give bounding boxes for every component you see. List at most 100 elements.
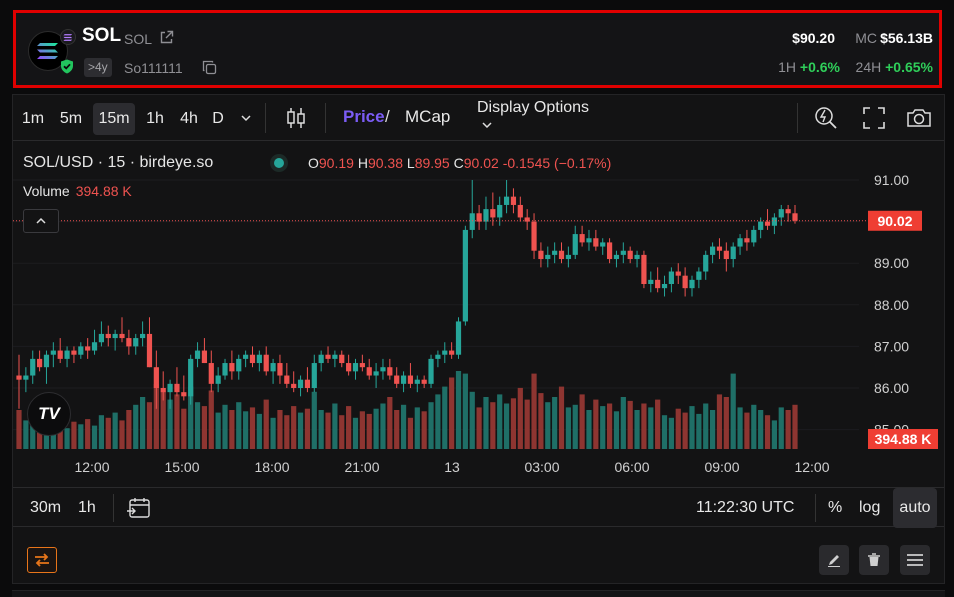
swap-button[interactable]: [27, 547, 57, 573]
copy-icon[interactable]: [202, 60, 217, 75]
candle-body: [737, 238, 743, 247]
candle-body: [98, 333, 105, 343]
volume-bar: [194, 402, 201, 449]
external-link-icon[interactable]: [159, 30, 174, 45]
volume-bar: [146, 402, 153, 449]
timeframe-4h[interactable]: 4h: [180, 110, 198, 127]
volume-bar: [98, 415, 105, 449]
volume-bar: [153, 384, 159, 449]
market-cap-label: MC: [855, 30, 877, 46]
edit-button[interactable]: [819, 545, 849, 575]
candles-icon[interactable]: [283, 105, 309, 131]
candlestick-chart[interactable]: 91.0090.0089.0088.0087.0086.0085.0012:00…: [13, 142, 944, 485]
volume-bar: [655, 399, 661, 449]
auto-scale-toggle[interactable]: auto: [893, 488, 937, 528]
candle-body: [133, 338, 139, 347]
candle-body: [449, 350, 455, 355]
volume-bar: [407, 417, 414, 449]
menu-button[interactable]: [900, 545, 930, 575]
y-tick-label: 87.00: [874, 338, 909, 354]
range-1h[interactable]: 1h: [78, 499, 96, 516]
candle-body: [91, 342, 98, 351]
volume-bar: [50, 425, 56, 449]
utc-clock[interactable]: 11:22:30 UTC: [696, 499, 795, 516]
y-tick-label: 86.00: [874, 380, 909, 396]
price-tab[interactable]: Price: [343, 107, 385, 126]
volume-bar: [229, 410, 235, 449]
candle-body: [78, 346, 84, 355]
candle-body: [661, 284, 668, 289]
volume-bar: [737, 407, 743, 449]
candle-body: [57, 350, 63, 359]
candle-body: [428, 358, 434, 384]
timeframe-1m[interactable]: 1m: [21, 110, 45, 127]
volume-bar: [297, 412, 304, 449]
candle-body: [565, 254, 571, 260]
volume-bar: [620, 397, 626, 449]
candle-body: [394, 375, 400, 384]
candle-body: [552, 250, 558, 255]
verified-shield-icon: [61, 59, 73, 74]
candle-body: [709, 246, 716, 255]
range-30m[interactable]: 30m: [30, 499, 62, 516]
volume-bar: [435, 394, 441, 449]
candle-body: [208, 363, 214, 384]
volume-bar: [140, 397, 146, 449]
candle-body: [696, 271, 702, 280]
tradingview-logo-icon[interactable]: TV: [27, 392, 71, 436]
candle-body: [778, 209, 784, 218]
candle-body: [16, 375, 22, 380]
volume-bar: [263, 399, 269, 449]
volume-bar: [325, 412, 331, 449]
candle-body: [284, 375, 290, 384]
change-24h-value: +0.65%: [885, 59, 933, 75]
volume-bar: [455, 371, 462, 449]
bottom-strip: [12, 590, 945, 597]
fullscreen-icon[interactable]: [861, 105, 887, 131]
delete-button[interactable]: [859, 545, 889, 575]
candle-body: [586, 238, 592, 243]
candle-body: [201, 350, 208, 364]
display-options-button[interactable]: Display Options: [477, 99, 590, 116]
volume-bar: [311, 391, 317, 449]
candle-body: [579, 234, 585, 243]
candle-body: [538, 250, 544, 260]
camera-icon[interactable]: [906, 105, 932, 131]
timeframe-chevron-down-icon[interactable]: [239, 112, 253, 124]
candle-body: [421, 379, 427, 384]
chevron-up-icon: [36, 217, 46, 224]
candle-body: [243, 354, 249, 359]
candle-body: [545, 254, 551, 260]
timeframe-1h[interactable]: 1h: [146, 110, 164, 127]
lightning-search-icon[interactable]: [813, 105, 839, 131]
timeframe-d[interactable]: D: [212, 110, 224, 127]
pair-title: SOL/USD · 15 · birdeye.so: [23, 154, 214, 171]
timeframe-5m[interactable]: 5m: [59, 110, 83, 127]
candle-body: [50, 350, 56, 355]
volume-bar: [661, 415, 668, 449]
display-options-chevron-icon[interactable]: [481, 119, 493, 131]
current-price-label: 90.02: [877, 213, 912, 229]
mcap-tab[interactable]: MCap: [405, 107, 451, 126]
collapse-legend-button[interactable]: [23, 209, 59, 233]
candle-body: [140, 333, 146, 339]
volume-bar: [552, 397, 558, 449]
volume-value: 394.88 K: [75, 183, 132, 199]
volume-bar: [387, 397, 393, 449]
volume-bar: [188, 386, 194, 449]
volume-bar: [785, 410, 791, 449]
solana-logo-icon: [37, 43, 58, 59]
timeframe-15m[interactable]: 15m: [93, 103, 135, 135]
chart-area[interactable]: 91.0090.0089.0088.0087.0086.0085.0012:00…: [13, 142, 944, 485]
volume-bar: [352, 417, 359, 449]
date-range-icon[interactable]: [126, 496, 152, 520]
volume-bar: [64, 428, 70, 449]
volume-bar: [222, 404, 228, 449]
volume-bar: [91, 425, 98, 449]
log-scale-toggle[interactable]: log: [859, 499, 881, 516]
volume-bar: [291, 406, 297, 449]
candle-body: [771, 217, 777, 226]
percent-scale-toggle[interactable]: %: [828, 499, 843, 516]
candle-body: [188, 358, 194, 397]
volume-bar: [304, 408, 311, 449]
